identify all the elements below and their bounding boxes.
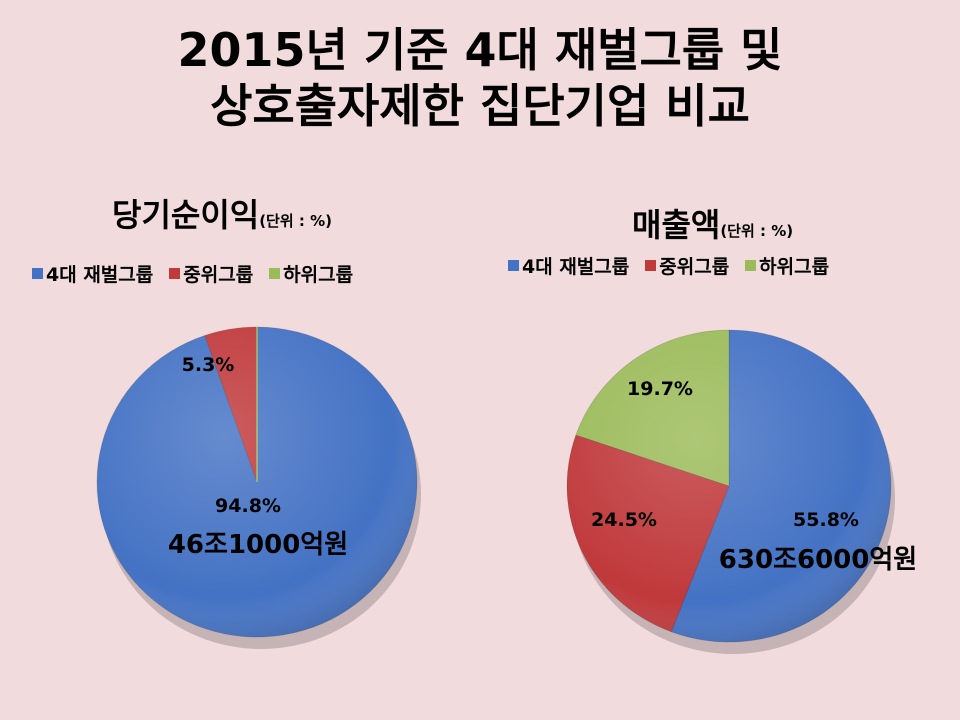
- legend-label: 중위그룹: [183, 264, 254, 286]
- chart1-legend: 4대 재벌그룹 중위그룹 하위그룹: [32, 260, 353, 287]
- pie-shading: [567, 330, 891, 642]
- chart1-pie: 94.8% 5.3% 46조1000억원: [96, 326, 421, 649]
- pie-annotation: 46조1000억원: [168, 530, 348, 560]
- pie-data-label-2: 5.3%: [182, 354, 235, 376]
- legend-label: 하위그룹: [283, 264, 354, 286]
- chart1-legend-item-mid: 중위그룹: [169, 260, 253, 287]
- chart2-title: 매출액(단위 : %): [632, 200, 793, 246]
- legend-label: 중위그룹: [659, 256, 730, 278]
- chart2-unit: (단위 : %): [720, 222, 794, 240]
- chart1-title-text: 당기순이익: [112, 196, 260, 234]
- page-title-line2: 상호출자제한 집단기업 비교: [210, 79, 750, 133]
- legend-swatch-red: [169, 268, 181, 279]
- chart2-legend-item-top4: 4대 재벌그룹: [508, 252, 629, 279]
- pie-data-label-3: 19.7%: [627, 378, 693, 400]
- legend-label: 하위그룹: [759, 256, 830, 278]
- chart2-title-text: 매출액: [632, 206, 721, 244]
- pie-data-label-2: 24.5%: [591, 509, 657, 531]
- legend-swatch-blue: [32, 268, 43, 279]
- legend-swatch-blue: [508, 260, 519, 271]
- pie-data-label-1: 94.8%: [215, 495, 281, 517]
- chart1-legend-item-low: 하위그룹: [269, 260, 353, 287]
- legend-swatch-green: [269, 268, 281, 279]
- chart1-legend-item-top4: 4대 재벌그룹: [32, 260, 153, 287]
- legend-swatch-green: [745, 260, 757, 271]
- chart2-pie: 55.8% 24.5% 19.7% 630조6000억원: [566, 329, 917, 654]
- pie-data-label-1: 55.8%: [793, 509, 859, 531]
- legend-label: 4대 재벌그룹: [46, 264, 154, 286]
- chart2-legend-item-low: 하위그룹: [745, 252, 829, 279]
- chart1-title: 당기순이익(단위 : %): [112, 190, 332, 236]
- legend-swatch-red: [645, 260, 657, 271]
- page-title: 2015년 기준 4대 재벌그룹 및 상호출자제한 집단기업 비교: [0, 22, 960, 134]
- pie-shading: [97, 327, 417, 637]
- chart2-legend: 4대 재벌그룹 중위그룹 하위그룹: [508, 252, 829, 279]
- page-title-line1: 2015년 기준 4대 재벌그룹 및: [177, 23, 783, 77]
- pie-annotation: 630조6000억원: [719, 545, 917, 575]
- chart1-unit: (단위 : %): [259, 212, 332, 230]
- chart2-legend-item-mid: 중위그룹: [645, 252, 729, 279]
- legend-label: 4대 재벌그룹: [522, 256, 630, 278]
